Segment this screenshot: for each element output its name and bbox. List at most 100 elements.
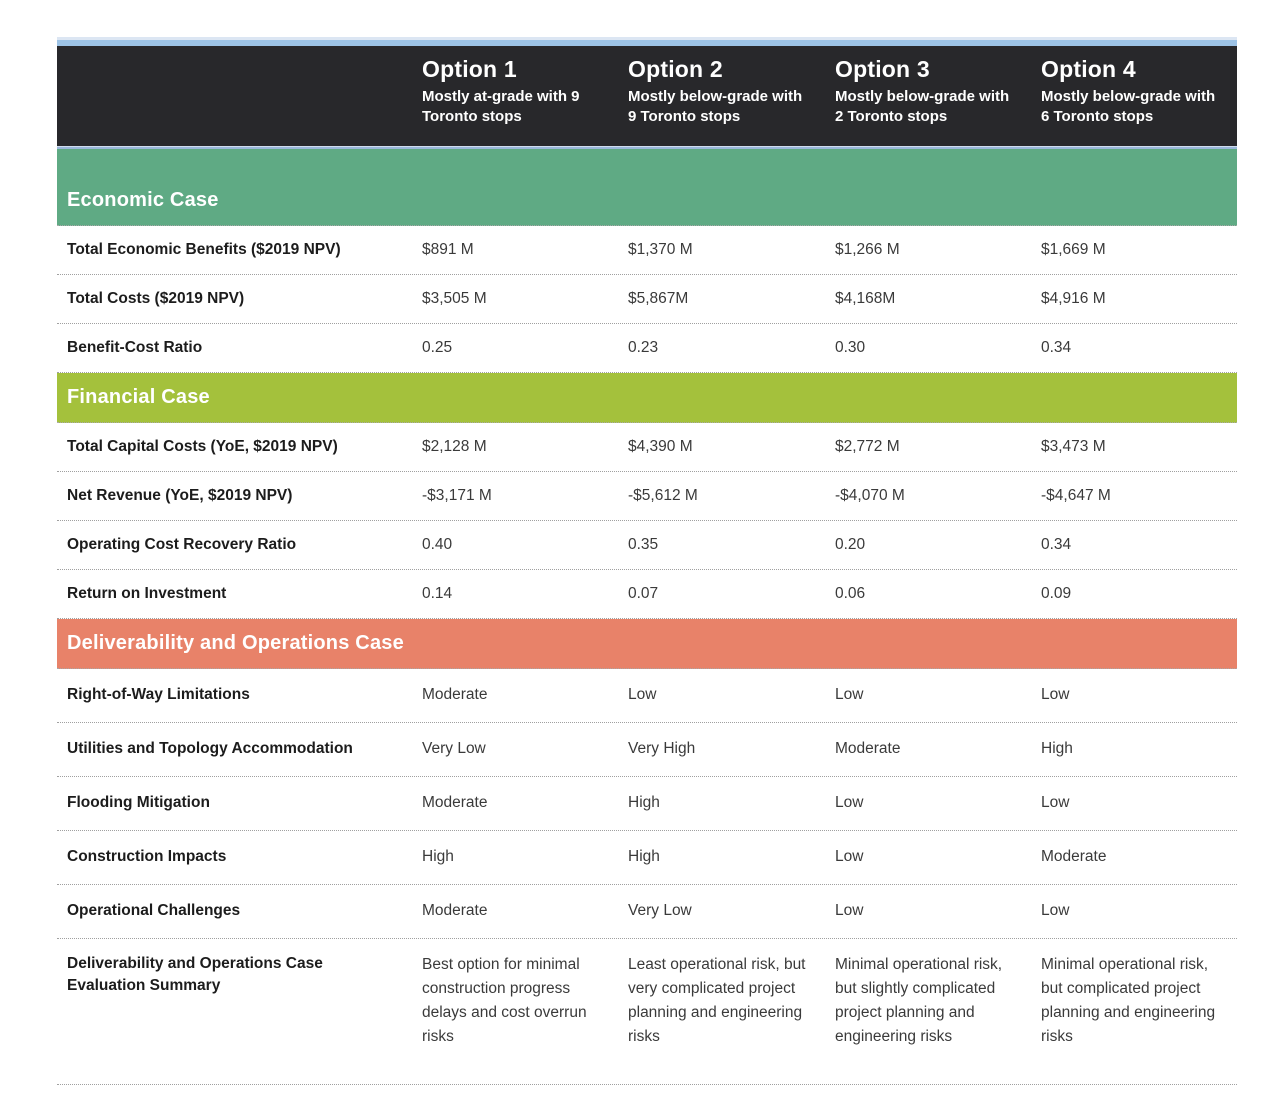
table-row: Operational Challenges Moderate Very Low Lo… xyxy=(57,885,1237,939)
row-label: Total Economic Benefits ($2019 NPV) xyxy=(67,240,341,258)
option-3-subtitle: Mostly below-grade with 2 Toronto stops xyxy=(835,87,1010,126)
option-4-header: Option 4 Mostly below-grade with 6 Toron… xyxy=(1034,46,1237,146)
option-1-header: Option 1 Mostly at-grade with 9 Toronto … xyxy=(410,46,622,146)
cell-value: -$4,070 M xyxy=(835,486,905,504)
cell-value: $1,370 M xyxy=(628,240,693,258)
header-spacer-cell xyxy=(57,46,410,146)
row-label: Net Revenue (YoE, $2019 NPV) xyxy=(67,486,293,504)
cell-value: $3,505 M xyxy=(422,289,487,307)
table-row: Right-of-Way Limitations Moderate Low Low Lo… xyxy=(57,669,1237,723)
table-row: Return on Investment 0.14 0.07 0.06 0.09 xyxy=(57,570,1237,619)
cell-value: Low xyxy=(835,902,864,920)
cell-value: $2,128 M xyxy=(422,437,487,455)
table-row: Operating Cost Recovery Ratio 0.40 0.35 0.2… xyxy=(57,521,1237,570)
cell-value: 0.25 xyxy=(422,338,453,356)
cell-value: Low xyxy=(1041,902,1070,920)
row-label: Return on Investment xyxy=(67,584,227,602)
cell-value: 0.23 xyxy=(628,338,659,356)
row-label: Construction Impacts xyxy=(67,848,227,866)
cell-value: 0.06 xyxy=(835,584,866,602)
cell-value: -$4,647 M xyxy=(1041,486,1111,504)
option-4-title: Option 4 xyxy=(1041,56,1136,82)
cell-value: Low xyxy=(1041,686,1070,704)
cell-value: Moderate xyxy=(1041,848,1107,866)
cell-value: High xyxy=(422,848,454,866)
section-title: Deliverability and Operations Case xyxy=(67,632,404,654)
cell-value: High xyxy=(628,794,660,812)
cell-value: High xyxy=(1041,740,1073,758)
table-row: Utilities and Topology Accommodation Very… xyxy=(57,723,1237,777)
table-row: Flooding Mitigation Moderate High Low Low xyxy=(57,777,1237,831)
cell-value: Minimal operational risk, but slightly c… xyxy=(835,956,1003,1046)
cell-value: 0.35 xyxy=(628,535,659,553)
option-1-title: Option 1 xyxy=(422,56,517,82)
header-bottom-accent-line xyxy=(57,146,1237,149)
row-label: Utilities and Topology Accommodation xyxy=(67,740,353,758)
cell-value: Moderate xyxy=(422,902,488,920)
cell-value: -$5,612 M xyxy=(628,486,698,504)
cell-value: Moderate xyxy=(422,794,488,812)
table-row: Net Revenue (YoE, $2019 NPV) -$3,171 M -$5… xyxy=(57,472,1237,521)
cell-value: Moderate xyxy=(422,686,488,704)
option-2-subtitle: Mostly below-grade with 9 Toronto stops xyxy=(628,87,803,126)
table-row: Deliverability and Operations Case Evalu… xyxy=(57,939,1237,1085)
cell-value: 0.30 xyxy=(835,338,866,356)
row-label: Flooding Mitigation xyxy=(67,794,210,812)
table-row: Total Capital Costs (YoE, $2019 NPV) $2,1… xyxy=(57,423,1237,472)
row-label: Benefit-Cost Ratio xyxy=(67,338,203,356)
cell-value: Very Low xyxy=(628,902,692,920)
option-3-header: Option 3 Mostly below-grade with 2 Toron… xyxy=(828,46,1034,146)
section-band: Economic Case xyxy=(57,149,1237,226)
table-row: Construction Impacts High High Low Moderate xyxy=(57,831,1237,885)
cell-value: Moderate xyxy=(835,740,901,758)
cell-value: 0.09 xyxy=(1041,584,1072,602)
cell-value: Low xyxy=(835,794,864,812)
cell-value: $1,669 M xyxy=(1041,240,1106,258)
comparison-table: Option 1 Mostly at-grade with 9 Toronto … xyxy=(57,37,1237,1085)
row-label: Operational Challenges xyxy=(67,902,241,920)
cell-value: Low xyxy=(835,848,864,866)
cell-value: Minimal operational risk, but complicate… xyxy=(1041,956,1216,1046)
cell-value: $5,867M xyxy=(628,289,689,307)
option-1-subtitle: Mostly at-grade with 9 Toronto stops xyxy=(422,87,580,126)
cell-value: $4,168M xyxy=(835,289,896,307)
row-label: Deliverability and Operations Case Evalu… xyxy=(67,955,323,995)
row-label: Right-of-Way Limitations xyxy=(67,686,250,704)
table-row: Benefit-Cost Ratio 0.25 0.23 0.30 0.34 xyxy=(57,324,1237,373)
cell-value: Best option for minimal construction pro… xyxy=(422,956,587,1046)
cell-value: 0.14 xyxy=(422,584,453,602)
cell-value: 0.34 xyxy=(1041,535,1072,553)
cell-value: $2,772 M xyxy=(835,437,900,455)
cell-value: Least operational risk, but very complic… xyxy=(628,956,806,1046)
row-label: Total Costs ($2019 NPV) xyxy=(67,289,245,307)
cell-value: $1,266 M xyxy=(835,240,900,258)
cell-value: 0.20 xyxy=(835,535,866,553)
cell-value: 0.40 xyxy=(422,535,453,553)
option-2-title: Option 2 xyxy=(628,56,723,82)
cell-value: High xyxy=(628,848,660,866)
option-3-title: Option 3 xyxy=(835,56,930,82)
cell-value: 0.34 xyxy=(1041,338,1072,356)
table-header-row: Option 1 Mostly at-grade with 9 Toronto … xyxy=(57,46,1237,146)
section-band: Financial Case xyxy=(57,373,1237,423)
cell-value: $4,916 M xyxy=(1041,289,1106,307)
section-title: Financial Case xyxy=(67,386,210,408)
row-label: Operating Cost Recovery Ratio xyxy=(67,535,297,553)
table-body: Economic Case Total Economic Benefits ($2… xyxy=(57,149,1237,1085)
cell-value: 0.07 xyxy=(628,584,659,602)
section-title: Economic Case xyxy=(67,189,219,211)
cell-value: Low xyxy=(1041,794,1070,812)
option-4-subtitle: Mostly below-grade with 6 Toronto stops xyxy=(1041,87,1216,126)
cell-value: Low xyxy=(835,686,864,704)
cell-value: $3,473 M xyxy=(1041,437,1106,455)
option-2-header: Option 2 Mostly below-grade with 9 Toron… xyxy=(622,46,828,146)
cell-value: Very Low xyxy=(422,740,486,758)
cell-value: $891 M xyxy=(422,240,474,258)
row-label: Total Capital Costs (YoE, $2019 NPV) xyxy=(67,437,338,455)
section-band: Deliverability and Operations Case xyxy=(57,619,1237,669)
table-row: Total Economic Benefits ($2019 NPV) $891 … xyxy=(57,226,1237,275)
cell-value: Very High xyxy=(628,740,696,758)
cell-value: Low xyxy=(628,686,657,704)
cell-value: $4,390 M xyxy=(628,437,693,455)
